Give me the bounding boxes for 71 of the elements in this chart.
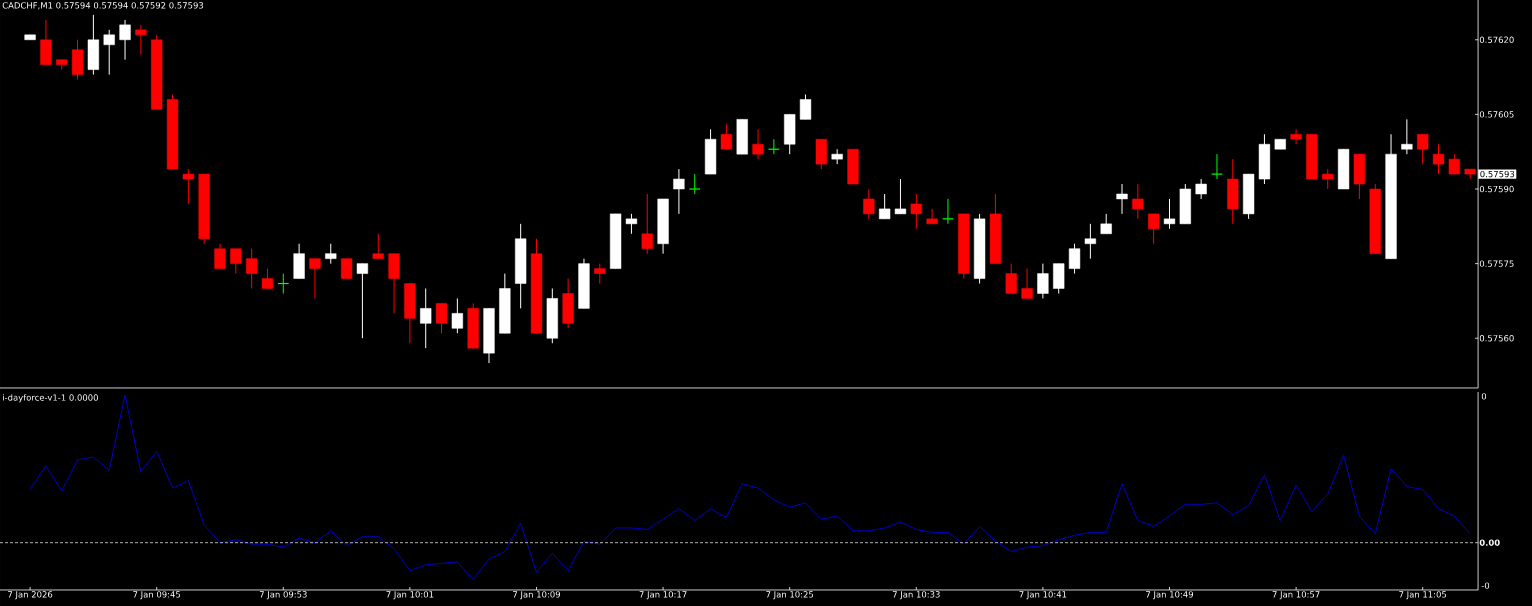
candlestick [1037,263,1049,299]
x-tick-label: 7 Jan 2026 [8,591,53,600]
candlestick [1417,133,1429,165]
y-tick-label: 0.57590 [1479,185,1514,193]
candlestick [1401,118,1413,155]
candlestick [119,19,131,61]
candlestick [340,258,353,280]
x-tick-label: 7 Jan 10:33 [892,591,940,600]
candlestick [594,263,606,285]
candlestick [894,178,907,215]
y-tick-label: 0.57575 [1479,260,1514,267]
x-tick-label: 7 Jan 10:01 [386,591,434,600]
candlestick [451,297,463,334]
ref-line-label: 0.00 [1479,539,1500,546]
x-tick-label: 7 Jan 10:57 [1272,591,1320,600]
candlestick [673,168,685,215]
candlestick [1084,223,1096,260]
x-tick-label: 7 Jan 10:25 [766,591,814,600]
candlestick [879,193,891,220]
candlestick [1132,183,1144,220]
candlestick [372,233,384,260]
text: -0 [1481,582,1490,589]
candlestick [356,263,369,339]
candlestick [1448,153,1460,175]
candlestick [1021,268,1033,299]
candlestick [720,123,733,150]
candlestick [1290,128,1302,145]
x-tick-label: 7 Jan 10:17 [639,591,687,600]
x-tick-label: 7 Jan 09:53 [259,591,307,600]
candlestick [863,188,875,220]
candlestick [246,248,258,289]
candlestick [230,248,242,275]
candlestick [435,302,448,334]
candlestick [799,94,812,120]
candlestick [688,173,701,195]
candlestick [309,258,321,299]
candlestick [1195,178,1207,200]
candlestick [214,243,226,270]
candlestick [103,29,115,76]
candlestick [910,193,922,230]
candlestick [182,168,194,205]
candlestick [1148,213,1160,245]
text: 0.57593 [1480,170,1515,178]
y-tick-label: 0.57560 [1479,335,1514,342]
candlestick [1163,198,1176,230]
candlestick [261,268,274,289]
candlestick [1210,153,1223,180]
chart-title: CADCHF,M1 0.57594 0.57594 0.57592 0.57593 [2,2,204,10]
candlestick [1100,213,1112,235]
chart-title: i-dayforce-v1-1 0.0000 [3,394,98,403]
candlestick [625,213,638,235]
candlestick [641,193,653,255]
candlestick [752,128,764,160]
candlestick [325,243,337,265]
candlestick [926,208,938,225]
candlestick [420,287,432,349]
candlestick [1432,143,1445,175]
text: 0 [1481,393,1487,400]
x-tick-label: 7 Jan 09:45 [133,591,181,600]
x-tick-label: 7 Jan 10:41 [1019,591,1067,600]
y-tick-label: 0.57620 [1479,36,1514,43]
candlestick [1068,243,1081,275]
x-tick-label: 7 Jan 10:49 [1146,591,1194,600]
candlestick [135,24,147,56]
candlestick [941,198,954,225]
x-tick-label: 7 Jan 11:05 [1399,591,1447,600]
candlestick [1005,263,1017,294]
x-tick-label: 7 Jan 10:09 [513,591,560,600]
candlestick [1322,168,1334,190]
y-tick-label: 0.57605 [1479,111,1514,118]
candlestick [1116,183,1128,215]
